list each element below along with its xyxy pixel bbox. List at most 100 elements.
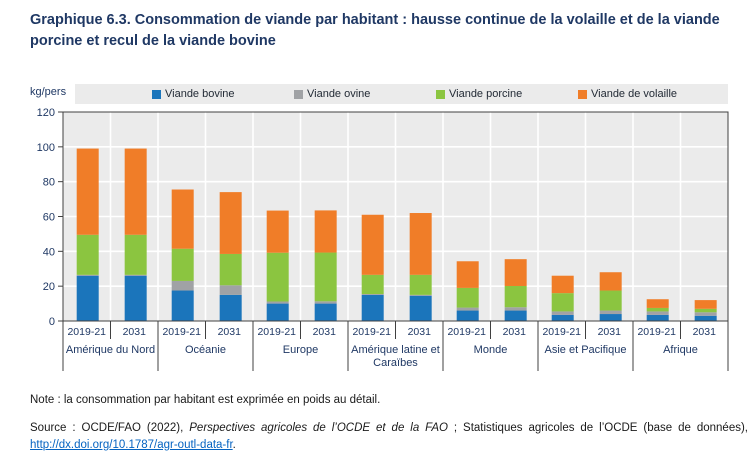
legend-swatch-viande-de-volaille	[578, 89, 587, 99]
chart-title: Graphique 6.3. Consommation de viande pa…	[30, 12, 720, 49]
bar-segment-viande-bovine	[551, 314, 574, 321]
bar-segment-viande-bovine	[219, 294, 242, 321]
x-region-label: Europe	[283, 344, 318, 356]
bar-segment-viande-de-volaille	[361, 214, 384, 275]
bar-segment-viande-de-volaille	[171, 189, 194, 249]
bar-segment-viande-ovine	[456, 307, 479, 311]
x-period-label: 2019-21	[352, 326, 391, 338]
x-region-label: Monde	[474, 344, 508, 356]
legend-label: Viande porcine	[449, 88, 523, 100]
bar-segment-viande-porcine	[599, 290, 622, 311]
legend-item-viande-ovine: Viande ovine	[294, 84, 370, 104]
x-region-label: Afrique	[663, 344, 698, 356]
bar-segment-viande-porcine	[314, 252, 337, 302]
bar-segment-viande-ovine	[314, 301, 337, 304]
bar-segment-viande-porcine	[409, 274, 432, 295]
bar-segment-viande-porcine	[456, 287, 479, 308]
source-suffix: ; Statistiques agricoles de l’OCDE (base…	[447, 421, 749, 434]
bar-segment-viande-bovine	[76, 275, 99, 321]
bar-segment-viande-de-volaille	[646, 299, 669, 308]
bar-segment-viande-porcine	[694, 308, 717, 313]
bar-segment-viande-de-volaille	[694, 300, 717, 309]
x-period-label: 2019-21	[542, 326, 581, 338]
x-period-label: 2031	[313, 326, 337, 338]
bar-segment-viande-bovine	[314, 303, 337, 321]
chart-source: Source : OCDE/FAO (2022), Perspectives a…	[30, 420, 748, 452]
bar-segment-viande-bovine	[504, 310, 527, 321]
legend-swatch-viande-bovine	[152, 89, 161, 99]
bar-segment-viande-de-volaille	[599, 272, 622, 291]
bar-segment-viande-bovine	[694, 315, 717, 321]
chart-note: Note : la consommation par habitant est …	[30, 394, 381, 406]
legend-swatch-viande-ovine	[294, 89, 303, 99]
x-region-label: Océanie	[185, 344, 226, 356]
x-period-label: 2031	[218, 326, 242, 338]
x-period-label: 2031	[503, 326, 527, 338]
source-doi-link[interactable]: http://dx.doi.org/10.1787/agr-outl-data-…	[30, 438, 233, 451]
bar-segment-viande-de-volaille	[409, 213, 432, 275]
y-tick-label: 80	[43, 177, 55, 189]
bar-segment-viande-de-volaille	[124, 148, 147, 235]
bar-segment-viande-de-volaille	[551, 275, 574, 294]
legend-label: Viande de volaille	[591, 88, 678, 100]
bar-segment-viande-porcine	[266, 252, 289, 302]
bar-segment-viande-bovine	[266, 303, 289, 321]
x-period-label: 2019-21	[257, 326, 296, 338]
bar-segment-viande-bovine	[456, 310, 479, 321]
chart-legend: Viande bovine Viande ovine Viande porcine V…	[75, 84, 728, 104]
bar-segment-viande-ovine	[76, 274, 99, 276]
bar-segment-viande-porcine	[171, 248, 194, 281]
bar-segment-viande-porcine	[504, 285, 527, 308]
bar-segment-viande-ovine	[504, 307, 527, 311]
y-tick-label: 40	[43, 246, 55, 258]
legend-item-viande-bovine: Viande bovine	[152, 84, 235, 104]
x-period-label: 2019-21	[447, 326, 486, 338]
bar-segment-viande-bovine	[361, 294, 384, 321]
y-tick-label: 60	[43, 212, 55, 224]
x-period-label: 2031	[693, 326, 717, 338]
bar-segment-viande-de-volaille	[504, 259, 527, 286]
source-prefix: Source : OCDE/FAO (2022),	[30, 421, 190, 434]
x-region-label: Amérique latine et	[351, 344, 440, 356]
bar-segment-viande-ovine	[551, 311, 574, 315]
legend-swatch-viande-porcine	[436, 89, 445, 99]
y-tick-label: 100	[37, 142, 55, 154]
bar-segment-viande-porcine	[219, 253, 242, 286]
bar-segment-viande-bovine	[171, 290, 194, 321]
bar-segment-viande-porcine	[124, 234, 147, 275]
bar-segment-viande-bovine	[599, 314, 622, 321]
source-publication-title: Perspectives agricoles de l’OCDE et de l…	[189, 421, 448, 434]
bar-segment-viande-ovine	[409, 294, 432, 296]
legend-label: Viande bovine	[165, 88, 235, 100]
x-period-label: 2019-21	[637, 326, 676, 338]
y-tick-label: 120	[37, 107, 55, 119]
x-period-label: 2019-21	[162, 326, 201, 338]
bar-segment-viande-porcine	[551, 293, 574, 312]
bar-segment-viande-bovine	[646, 314, 669, 321]
x-region-label: Asie et Pacifique	[545, 344, 627, 356]
source-after-link: .	[232, 438, 236, 451]
bar-segment-viande-porcine	[646, 307, 669, 312]
x-period-label: 2031	[598, 326, 622, 338]
bar-segment-viande-porcine	[76, 234, 99, 275]
bar-segment-viande-bovine	[124, 275, 147, 321]
x-period-label: 2031	[408, 326, 432, 338]
bar-segment-viande-ovine	[219, 285, 242, 295]
legend-label: Viande ovine	[307, 88, 371, 100]
x-region-label: Caraïbes	[373, 357, 418, 369]
bar-segment-viande-ovine	[361, 294, 384, 295]
legend-item-viande-porcine: Viande porcine	[436, 84, 522, 104]
bar-segment-viande-de-volaille	[266, 210, 289, 253]
x-period-label: 2031	[123, 326, 147, 338]
bar-segment-viande-ovine	[171, 280, 194, 291]
x-region-label: Amérique du Nord	[66, 344, 155, 356]
bar-segment-viande-de-volaille	[456, 261, 479, 288]
y-axis-unit-label: kg/pers	[30, 86, 67, 98]
bar-segment-viande-bovine	[409, 295, 432, 321]
stacked-bar-chart: 0 20 40 60 80 100 120 2019-21 2031 Amérique du No…	[37, 107, 729, 371]
y-tick-label: 0	[49, 316, 55, 328]
legend-item-viande-de-volaille: Viande de volaille	[578, 84, 677, 104]
bar-segment-viande-ovine	[124, 274, 147, 276]
bar-segment-viande-ovine	[599, 310, 622, 315]
